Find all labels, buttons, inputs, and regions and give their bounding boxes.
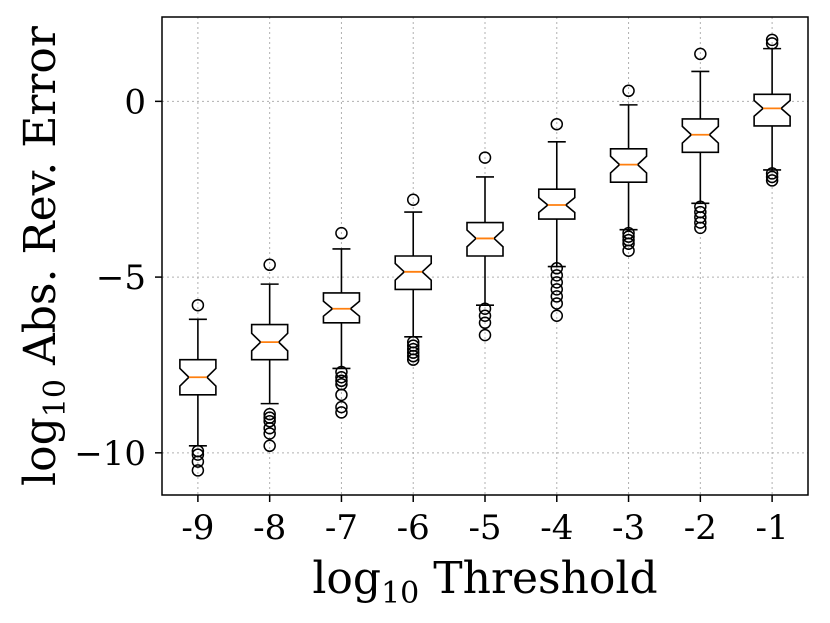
outlier-point — [478, 151, 492, 164]
outlier-point — [550, 309, 564, 322]
x-tick-label: -9 — [181, 508, 214, 548]
outlier-point — [335, 388, 348, 402]
outlier-point — [622, 230, 635, 243]
ticks: 0 −5 −10 -9 -8 -7 -6 -5 -4 -3 -2 -1 — [74, 82, 788, 548]
box-body — [753, 93, 791, 127]
y-axis-title-prefix: log — [15, 417, 66, 486]
outlier-point — [550, 276, 564, 289]
box--4 — [537, 117, 576, 322]
outlier-point — [622, 244, 635, 257]
box--6 — [394, 193, 433, 366]
x-tick-label: -1 — [756, 508, 789, 548]
boxes — [179, 33, 791, 477]
outlier-point — [550, 297, 564, 310]
outlier-point — [263, 439, 276, 453]
outlier-point — [694, 221, 707, 235]
outlier-point — [478, 309, 492, 322]
outlier-point — [622, 84, 635, 98]
outlier-point — [550, 262, 564, 275]
y-axis-title-suffix: Abs. Rev. Error — [15, 25, 66, 379]
x-tick-label: -3 — [612, 508, 645, 548]
box--1 — [753, 33, 791, 187]
x-tick-label: -6 — [397, 508, 430, 548]
outlier-point — [478, 316, 492, 330]
outlier-point — [765, 170, 779, 184]
outlier-point — [263, 258, 276, 272]
y-axis-title: log10 Abs. Rev. Error — [15, 25, 73, 486]
outlier-point — [406, 353, 420, 366]
x-tick-label: -5 — [468, 508, 501, 548]
outlier-point — [335, 400, 348, 414]
outlier-point — [263, 427, 276, 440]
outlier-point — [406, 193, 420, 207]
outlier-point — [263, 421, 276, 435]
outlier-point — [335, 406, 348, 419]
y-tick-label: 0 — [124, 82, 146, 122]
outlier-point — [191, 298, 205, 312]
outlier-point — [694, 216, 707, 229]
outlier-point — [478, 302, 492, 315]
y-axis-title-subscript: 10 — [38, 379, 73, 417]
outlier-point — [694, 47, 707, 61]
y-tick-label: −5 — [96, 258, 146, 298]
outlier-point — [263, 407, 276, 421]
outlier-point — [765, 37, 779, 50]
box--5 — [466, 151, 504, 342]
x-tick-label: -8 — [253, 508, 286, 548]
outlier-point — [622, 237, 635, 250]
box--3 — [609, 84, 648, 257]
outlier-point — [765, 33, 779, 47]
x-tick-label: -2 — [684, 508, 717, 548]
y-tick-label: −10 — [74, 434, 146, 474]
outlier-point — [335, 374, 348, 388]
outlier-point — [191, 455, 205, 468]
outlier-point — [478, 328, 492, 342]
x-axis-title-prefix: log — [312, 553, 381, 604]
outlier-point — [550, 290, 564, 303]
outlier-point — [550, 283, 564, 296]
box--9 — [179, 298, 217, 477]
x-tick-label: -7 — [325, 508, 358, 548]
outlier-point — [406, 346, 420, 359]
outlier-point — [191, 448, 205, 461]
outlier-point — [335, 226, 348, 240]
x-tick-label: -4 — [540, 508, 573, 548]
outlier-point — [335, 371, 348, 384]
outlier-point — [765, 174, 779, 187]
outlier-point — [765, 167, 779, 180]
x-axis-title-subscript: 10 — [381, 576, 419, 611]
x-axis-title: log10 Threshold — [312, 553, 657, 611]
plot-frame — [161, 16, 809, 496]
box--7 — [322, 226, 361, 419]
outlier-point — [550, 269, 564, 282]
outlier-point — [335, 365, 348, 379]
outlier-point — [550, 117, 564, 131]
outlier-point — [191, 464, 205, 477]
outlier-point — [263, 414, 276, 428]
box--8 — [250, 258, 289, 453]
outlier-point — [406, 349, 420, 363]
box--2 — [681, 47, 720, 235]
x-axis-title-suffix: Threshold — [419, 553, 657, 604]
